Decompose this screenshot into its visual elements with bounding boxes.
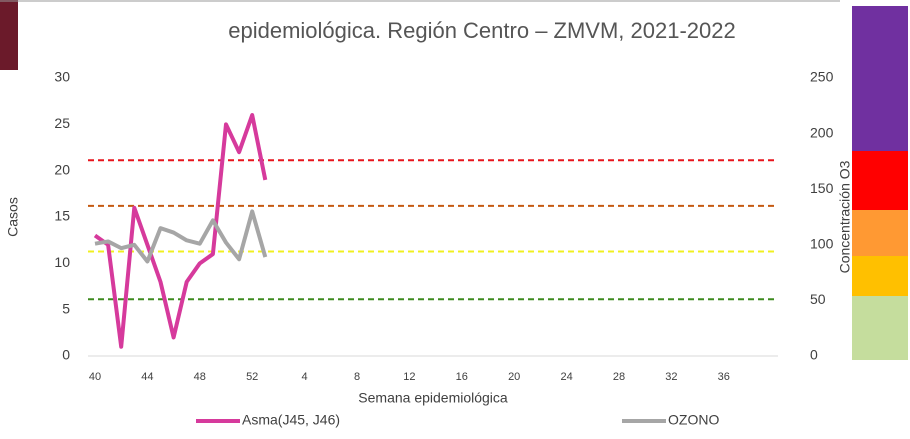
x-tick-label: 24 <box>560 371 572 383</box>
scale-band <box>852 210 908 256</box>
y-tick-label: 20 <box>54 161 70 177</box>
y-tick-label: 5 <box>62 300 70 316</box>
y2-tick-label: 150 <box>810 180 834 196</box>
x-tick-label: 36 <box>718 371 730 383</box>
legend-label: OZONO <box>668 412 719 428</box>
x-axis-title: Semana epidemiológica <box>358 390 508 406</box>
x-tick-label: 12 <box>403 371 415 383</box>
x-tick-label: 48 <box>194 371 206 383</box>
x-tick-label: 8 <box>354 371 360 383</box>
series-line <box>93 113 268 349</box>
legend-label: Asma(J45, J46) <box>242 412 340 428</box>
y2-tick-label: 0 <box>810 347 818 363</box>
x-tick-label: 40 <box>89 371 101 383</box>
x-tick-label: 20 <box>508 371 520 383</box>
decor-stripe <box>0 0 18 70</box>
x-tick-label: 4 <box>302 371 308 383</box>
y2-tick-label: 50 <box>810 291 826 307</box>
y-axis-title: Casos <box>5 197 21 237</box>
scale-band <box>852 6 908 151</box>
y2-tick-label: 100 <box>810 236 834 252</box>
y-tick-label: 0 <box>62 347 70 363</box>
series-line <box>94 209 268 264</box>
y2-axis-title: Concentración O3 <box>837 160 853 273</box>
x-tick-label: 16 <box>456 371 468 383</box>
color-scale <box>852 6 908 360</box>
x-tick-label: 44 <box>141 371 153 383</box>
chart-title: epidemiológica. Región Centro – ZMVM, 20… <box>228 18 736 43</box>
scale-band <box>852 256 908 296</box>
y-tick-label: 30 <box>54 69 70 85</box>
y-tick-label: 10 <box>54 254 70 270</box>
y-tick-label: 15 <box>54 208 70 224</box>
y2-tick-label: 250 <box>810 69 834 85</box>
x-tick-label: 32 <box>665 371 677 383</box>
scale-band <box>852 296 908 360</box>
x-tick-label: 52 <box>246 371 258 383</box>
x-tick-label: 28 <box>613 371 625 383</box>
scale-band <box>852 151 908 210</box>
y2-tick-label: 200 <box>810 124 834 140</box>
y-tick-label: 25 <box>54 115 70 131</box>
